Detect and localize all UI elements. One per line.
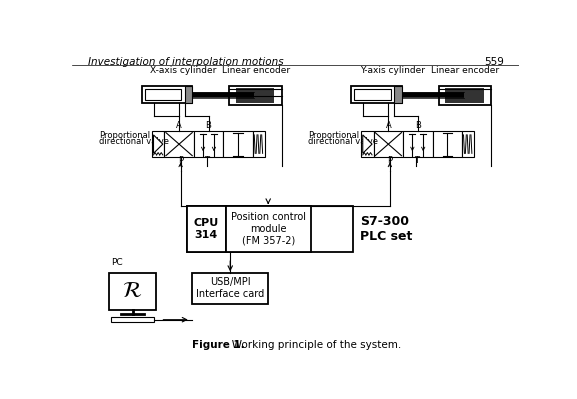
Bar	[111, 317, 154, 322]
Text: USB/MPI
Interface card: USB/MPI Interface card	[196, 277, 264, 299]
Bar	[235, 88, 275, 103]
Bar	[185, 86, 192, 103]
Text: 559: 559	[484, 57, 504, 67]
Text: CPU
314: CPU 314	[193, 218, 219, 240]
Text: Y-axis cylinder: Y-axis cylinder	[359, 66, 425, 75]
Bar	[439, 86, 492, 105]
Bar	[192, 273, 268, 304]
Text: Figure 1.: Figure 1.	[192, 340, 245, 350]
Bar	[152, 131, 164, 157]
Bar	[351, 86, 402, 103]
Bar	[142, 86, 192, 103]
Bar	[253, 131, 265, 157]
Text: Linear encoder: Linear encoder	[222, 66, 290, 75]
Bar	[223, 131, 253, 157]
Text: Investigation of interpolation motions: Investigation of interpolation motions	[88, 57, 283, 67]
Bar	[145, 89, 181, 100]
Text: T: T	[204, 156, 209, 165]
Bar	[445, 88, 484, 103]
Text: S7-300
PLC set: S7-300 PLC set	[359, 215, 412, 243]
Bar	[187, 206, 226, 252]
Text: A: A	[176, 120, 182, 130]
Text: Position control
module
(FM 357-2): Position control module (FM 357-2)	[231, 212, 306, 245]
Text: X-axis cylinder: X-axis cylinder	[150, 66, 216, 75]
Text: Working principle of the system.: Working principle of the system.	[222, 340, 401, 350]
Text: B: B	[415, 120, 421, 130]
Text: Linear encoder: Linear encoder	[431, 66, 499, 75]
Bar	[164, 131, 194, 157]
Text: B: B	[205, 120, 211, 130]
Text: directional valve: directional valve	[99, 137, 169, 146]
Text: P: P	[178, 156, 183, 165]
Bar	[194, 131, 223, 157]
Text: A: A	[385, 120, 391, 130]
Bar	[361, 131, 373, 157]
Bar	[403, 131, 433, 157]
Bar	[109, 273, 156, 310]
Bar	[354, 89, 391, 100]
Bar	[462, 131, 474, 157]
Polygon shape	[363, 135, 372, 153]
Bar	[226, 206, 311, 252]
Text: Proportional: Proportional	[99, 131, 151, 140]
Text: PC: PC	[111, 258, 122, 267]
Bar	[373, 131, 403, 157]
Text: P: P	[387, 156, 392, 165]
Text: $\mathcal{R}$: $\mathcal{R}$	[122, 281, 143, 301]
Bar	[433, 131, 462, 157]
Text: directional valve: directional valve	[309, 137, 379, 146]
Text: Proportional: Proportional	[309, 131, 359, 140]
Bar	[187, 206, 354, 252]
Polygon shape	[153, 135, 163, 153]
Bar	[230, 86, 282, 105]
Bar	[394, 86, 402, 103]
Text: T: T	[414, 156, 419, 165]
